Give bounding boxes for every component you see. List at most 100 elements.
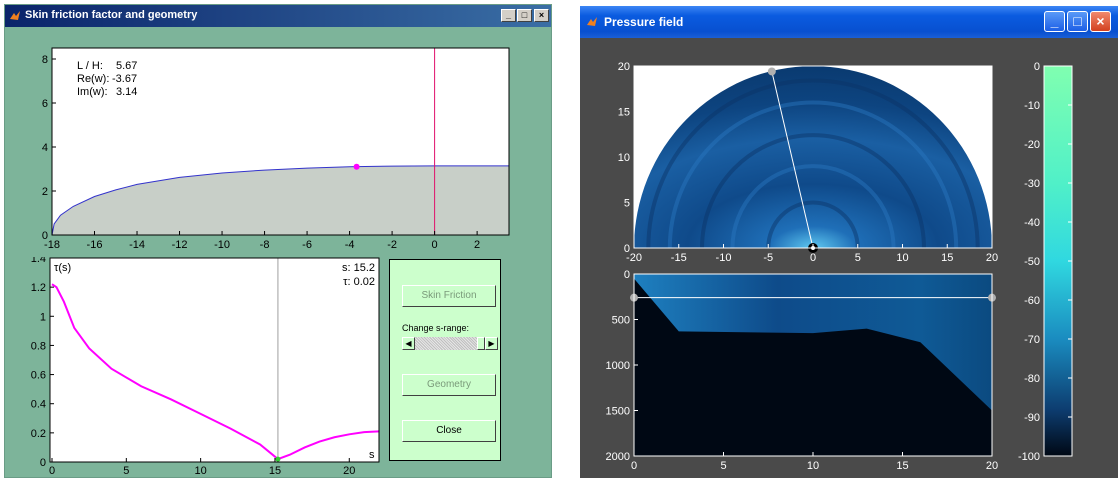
re-value: -3.67 bbox=[112, 73, 137, 85]
tau-readout: τ: 0.02 bbox=[343, 276, 375, 288]
im-value: 3.14 bbox=[116, 86, 137, 98]
x-tick-label: 15 bbox=[896, 460, 908, 472]
skin-friction-button[interactable]: Skin Friction bbox=[402, 285, 496, 307]
y-tick-label: 0 bbox=[624, 269, 630, 281]
pressure-ring bbox=[667, 100, 959, 249]
close-icon: × bbox=[1096, 13, 1105, 29]
x-tick-label: -2 bbox=[387, 239, 397, 251]
close-window-button[interactable]: × bbox=[1090, 11, 1111, 32]
slice-handle[interactable] bbox=[767, 67, 776, 76]
s-readout: s: 15.2 bbox=[342, 262, 375, 274]
x-tick-label: -16 bbox=[87, 239, 103, 251]
x-tick-label: 5 bbox=[123, 465, 129, 477]
maximize-button[interactable]: □ bbox=[1067, 11, 1088, 32]
colorbar-tick-label: -10 bbox=[1024, 100, 1040, 112]
colorbar-tick-label: -20 bbox=[1024, 139, 1040, 151]
pressure-ring bbox=[646, 78, 980, 249]
slice-line[interactable] bbox=[771, 71, 814, 249]
x-tick-label: -10 bbox=[214, 239, 230, 251]
pressure-ring bbox=[700, 133, 926, 249]
colorbar-tick-label: -60 bbox=[1024, 295, 1040, 307]
maximize-button[interactable]: □ bbox=[517, 9, 532, 22]
x-tick-label: -20 bbox=[626, 252, 642, 264]
cursor-marker[interactable] bbox=[275, 456, 281, 462]
x-tick-label: 10 bbox=[195, 465, 207, 477]
x-tick-label: -18 bbox=[44, 239, 60, 251]
x-tick-label: 0 bbox=[810, 252, 816, 264]
x-tick-label: -14 bbox=[129, 239, 145, 251]
pressure-ring bbox=[766, 200, 860, 249]
window-title: Pressure field bbox=[604, 15, 684, 29]
y-tick-label: 8 bbox=[42, 54, 48, 66]
x-tick-label: -15 bbox=[671, 252, 687, 264]
close-window-button[interactable]: × bbox=[534, 9, 549, 22]
x-tick-label: 5 bbox=[855, 252, 861, 264]
title-bar[interactable]: Skin friction factor and geometry _ □ × bbox=[5, 5, 551, 27]
slider-track[interactable] bbox=[415, 337, 485, 350]
y-tick-label: 1500 bbox=[606, 406, 630, 418]
minimize-icon: _ bbox=[505, 10, 511, 20]
y-tick-label: 0.6 bbox=[31, 370, 46, 382]
geometry-plot[interactable]: -18 -16 -14 -12 -10 -8 -6 -4 -2 0 2 0 2 4 6 8 L / H: 5… bbox=[5, 27, 551, 257]
window-title: Skin friction factor and geometry bbox=[25, 9, 198, 21]
x-tick-label: -4 bbox=[345, 239, 355, 251]
matlab-icon bbox=[587, 17, 597, 26]
geometry-boundary bbox=[51, 165, 509, 236]
y-tick-label: 1.2 bbox=[31, 282, 46, 294]
x-tick-label: -8 bbox=[260, 239, 270, 251]
y-tick-label: 1 bbox=[40, 311, 46, 323]
x-tick-label: 0 bbox=[631, 460, 637, 472]
matlab-icon bbox=[10, 11, 20, 20]
y-tick-label: 1.4 bbox=[31, 257, 46, 265]
plot-frame bbox=[49, 257, 380, 463]
y-tick-label: 10 bbox=[618, 152, 630, 164]
x-tick-label: 10 bbox=[807, 460, 819, 472]
y-tick-label: 4 bbox=[42, 142, 48, 154]
plot-area bbox=[50, 258, 379, 462]
colorbar-tick-label: 0 bbox=[1034, 61, 1040, 73]
title-bar[interactable]: Pressure field _ □ × bbox=[580, 6, 1118, 38]
minimize-button[interactable]: _ bbox=[501, 9, 516, 22]
x-tick-label: -10 bbox=[716, 252, 732, 264]
minimize-icon: _ bbox=[1050, 13, 1059, 29]
slider-left-arrow-icon[interactable]: ◀ bbox=[402, 337, 415, 350]
skin-friction-plot[interactable]: 0 5 10 15 20 0 0.2 0.4 0.6 0.8 1 1.2 1.4 τ(s) s s: … bbox=[5, 257, 389, 478]
position-marker[interactable] bbox=[353, 163, 360, 170]
plot-frame bbox=[51, 47, 510, 236]
colorbar bbox=[1043, 65, 1073, 457]
y-tick-label: 5 bbox=[624, 198, 630, 210]
skin-friction-window: Skin friction factor and geometry _ □ × … bbox=[4, 4, 552, 478]
slider-thumb[interactable] bbox=[477, 337, 485, 350]
x-tick-label: 20 bbox=[986, 460, 998, 472]
y-tick-label: 0.8 bbox=[31, 340, 46, 352]
x-axis-label: s bbox=[369, 449, 375, 461]
close-icon: × bbox=[538, 10, 545, 20]
colorbar-tick-label: -30 bbox=[1024, 178, 1040, 190]
colorbar-tick-label: -90 bbox=[1024, 412, 1040, 424]
im-label: Im(w): bbox=[77, 86, 108, 98]
y-tick-label: 0.4 bbox=[31, 399, 46, 411]
y-tick-label: 0 bbox=[40, 457, 46, 469]
y-axis-label: τ(s) bbox=[54, 262, 71, 274]
pressure-field-window: Pressure field _ □ × bbox=[580, 6, 1118, 478]
y-tick-label: 0 bbox=[42, 230, 48, 242]
x-tick-label: 5 bbox=[720, 460, 726, 472]
pressure-semicircle bbox=[634, 66, 992, 248]
x-tick-label: 20 bbox=[986, 252, 998, 264]
slider-right-arrow-icon[interactable]: ▶ bbox=[485, 337, 498, 350]
l-over-h-label: L / H: bbox=[77, 60, 103, 72]
l-over-h-value: 5.67 bbox=[116, 60, 137, 72]
x-tick-label: -6 bbox=[302, 239, 312, 251]
colorbar-tick-label: -70 bbox=[1024, 334, 1040, 346]
close-button[interactable]: Close bbox=[402, 420, 496, 442]
colorbar-tick-label: -50 bbox=[1024, 256, 1040, 268]
maximize-icon: □ bbox=[1073, 13, 1082, 29]
y-tick-label: 20 bbox=[618, 61, 630, 73]
s-range-label: Change s-range: bbox=[402, 323, 470, 333]
geometry-button[interactable]: Geometry bbox=[402, 374, 496, 396]
x-tick-label: 2 bbox=[474, 239, 480, 251]
minimize-button[interactable]: _ bbox=[1044, 11, 1065, 32]
s-range-slider[interactable]: ◀ ▶ bbox=[402, 337, 498, 350]
geometry-fill bbox=[52, 165, 509, 235]
